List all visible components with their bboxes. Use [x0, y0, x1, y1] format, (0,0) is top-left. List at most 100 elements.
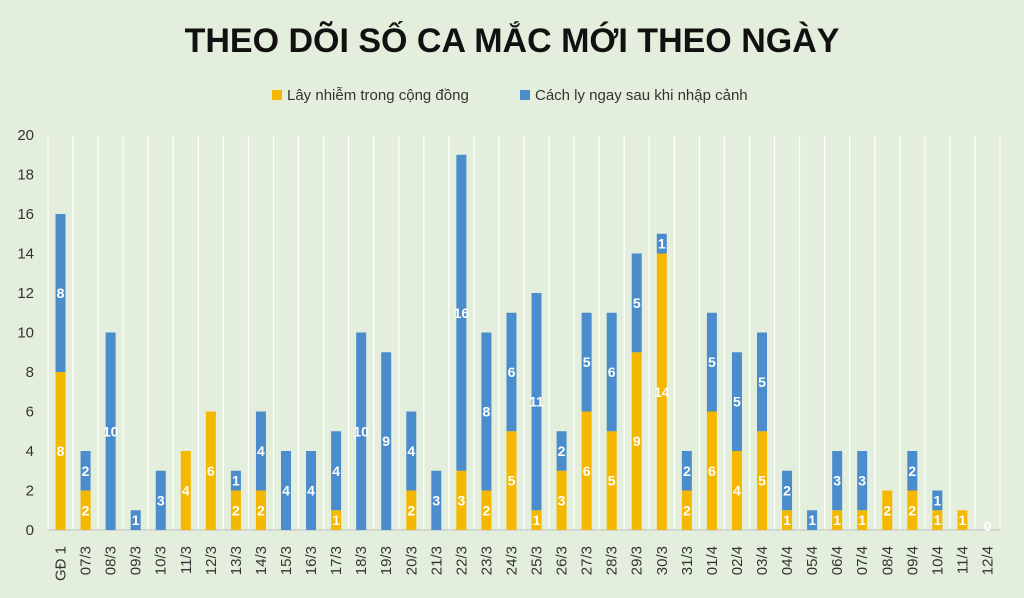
x-tick-label: 04/4 — [779, 546, 796, 575]
bar-segment-quarantine — [331, 431, 342, 511]
bar-segment-quarantine — [782, 470, 793, 511]
bar-segment-community — [55, 372, 66, 530]
x-tick-label: GĐ 1 — [53, 546, 70, 581]
chart-title: THEO DÕI SỐ CA MẮC MỚI THEO NGÀY — [185, 21, 840, 60]
bar-segment-community — [80, 490, 91, 530]
y-axis: 0 2 4 6 8 10 12 14 16 18 20 — [17, 127, 34, 539]
bar-segment-community — [581, 411, 592, 530]
bar-segment-quarantine — [832, 451, 843, 511]
x-tick-label: 14/3 — [253, 546, 270, 575]
bar-segment-quarantine — [681, 451, 692, 491]
x-tick-label: 16/3 — [303, 546, 320, 575]
data-label: 3 — [858, 473, 866, 489]
x-tick-label: 26/3 — [554, 546, 571, 575]
bar-segment-quarantine — [255, 411, 266, 491]
data-label: 1 — [833, 512, 841, 528]
x-tick-label: 10/4 — [929, 546, 946, 575]
bar-segment-quarantine — [406, 411, 417, 491]
bar-segment-community — [782, 510, 793, 530]
x-tick-label: 10/3 — [153, 546, 170, 575]
data-label: 4 — [407, 443, 415, 459]
data-label: 2 — [257, 502, 265, 518]
data-label: 5 — [608, 473, 616, 489]
data-label: 1 — [132, 512, 140, 528]
data-label: 10 — [353, 423, 369, 439]
bar-segment-community — [456, 470, 467, 530]
x-tick-label: 18/3 — [353, 546, 370, 575]
bar-segment-community — [606, 431, 617, 530]
data-label: 8 — [57, 285, 65, 301]
data-label: 1 — [959, 512, 967, 528]
bar-segment-quarantine — [506, 312, 517, 432]
data-label: 6 — [583, 463, 591, 479]
legend-label-community: Lây nhiễm trong cộng đồng — [287, 87, 469, 104]
bar-segment-community — [331, 510, 342, 530]
x-tick-label: 31/3 — [679, 546, 696, 575]
data-label: 1 — [332, 512, 340, 528]
bar-segment-community — [757, 431, 767, 530]
bar-segment-community — [907, 490, 918, 530]
data-label: 1 — [658, 236, 666, 252]
y-tick-label: 18 — [17, 167, 34, 184]
data-label: 1 — [232, 473, 240, 489]
data-label: 5 — [583, 354, 591, 370]
bar-segment-community — [255, 490, 266, 530]
x-tick-label: 11/3 — [178, 546, 195, 574]
data-label: 6 — [207, 463, 215, 479]
data-label: 1 — [858, 512, 866, 528]
bar-segment-quarantine — [381, 352, 392, 530]
data-label: 6 — [608, 364, 616, 380]
bar-segment-quarantine — [281, 451, 291, 530]
data-label: 5 — [733, 394, 741, 410]
x-tick-label: 06/4 — [829, 546, 846, 575]
gridlines — [47, 135, 1001, 531]
x-tick-label: 24/3 — [503, 546, 520, 575]
bar-segment-community — [631, 352, 642, 530]
data-label: 2 — [232, 502, 240, 518]
y-tick-label: 16 — [17, 206, 34, 223]
bar-segment-quarantine — [356, 332, 367, 530]
data-label: 3 — [833, 473, 841, 489]
x-tick-label: 02/4 — [729, 546, 746, 575]
data-label: 8 — [483, 404, 491, 420]
bar-segment-community — [731, 451, 742, 530]
data-label: 3 — [157, 492, 165, 508]
data-label: 9 — [633, 433, 641, 449]
data-label: 5 — [758, 473, 766, 489]
bar-segment-community — [832, 510, 843, 530]
data-label: 4 — [257, 443, 265, 459]
x-tick-label: 08/4 — [879, 546, 896, 575]
x-tick-label: 29/3 — [629, 546, 646, 575]
bar-segment-community — [857, 510, 868, 530]
bar-segment-quarantine — [155, 470, 166, 530]
data-label: 4 — [332, 463, 340, 479]
bar-segment-quarantine — [606, 312, 617, 432]
bar-segment-quarantine — [80, 451, 91, 491]
data-label: 2 — [82, 463, 90, 479]
bar-segment-community — [882, 490, 893, 530]
data-label: 2 — [558, 443, 566, 459]
x-tick-label: 11/4 — [954, 546, 971, 574]
bar-segment-community — [556, 470, 567, 530]
legend-swatch-community — [272, 90, 282, 100]
y-tick-label: 4 — [26, 443, 34, 460]
data-label: 2 — [883, 502, 891, 518]
bar-segment-community — [506, 431, 517, 530]
x-tick-label: 05/4 — [804, 546, 821, 575]
data-label: 4 — [733, 483, 741, 499]
data-label: 2 — [908, 463, 916, 479]
bar-segment-quarantine — [807, 510, 818, 530]
bar-segment-community — [481, 490, 492, 530]
y-tick-label: 20 — [17, 127, 34, 144]
bar-segment-quarantine — [481, 332, 492, 491]
data-label: 8 — [57, 443, 65, 459]
bars — [55, 154, 968, 530]
data-label: 11 — [529, 394, 544, 410]
data-label: 2 — [683, 502, 691, 518]
data-label: 1 — [933, 512, 941, 528]
x-tick-label: 12/4 — [979, 546, 996, 575]
bar-segment-quarantine — [907, 451, 918, 491]
x-tick-label: 17/3 — [328, 546, 345, 575]
data-label: 16 — [454, 305, 470, 321]
